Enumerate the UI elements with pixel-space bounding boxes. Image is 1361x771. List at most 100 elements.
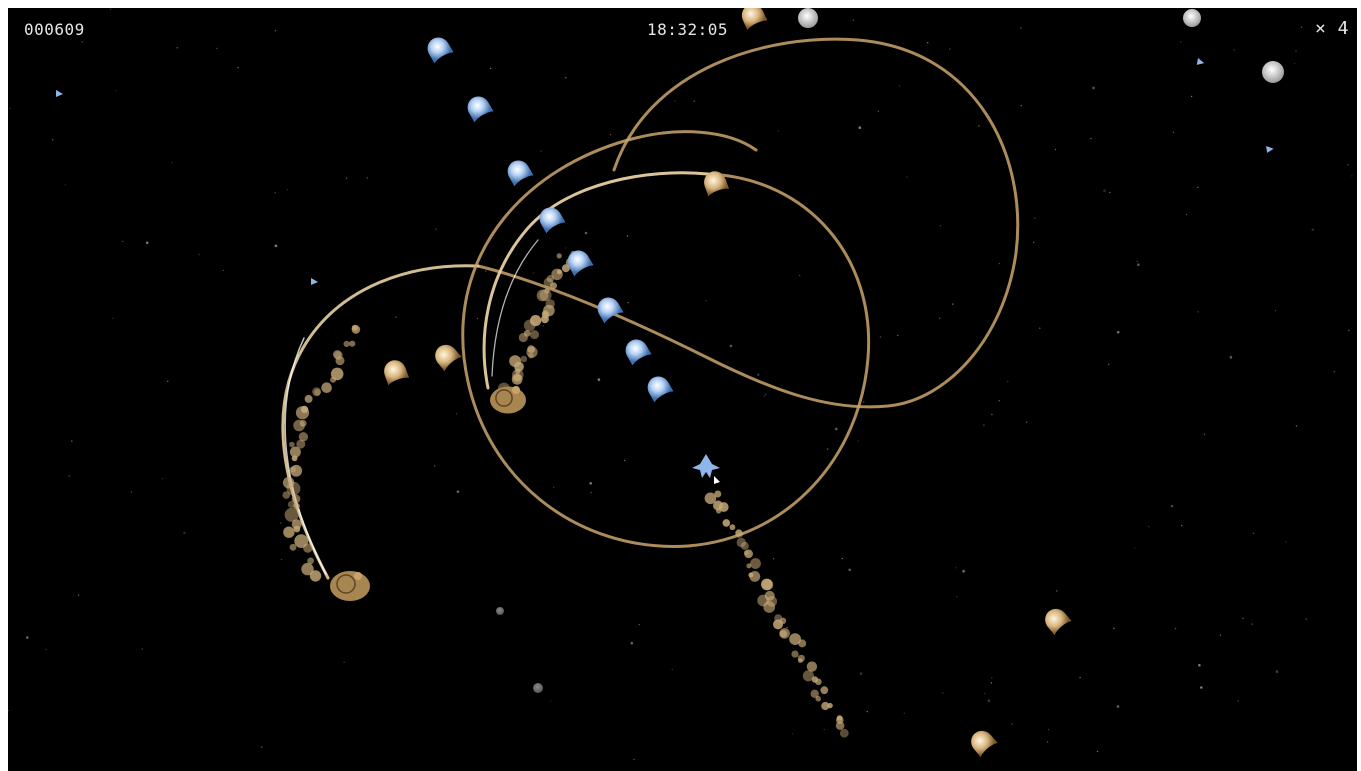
star — [630, 641, 634, 645]
star — [626, 235, 629, 237]
star — [827, 448, 829, 450]
star — [756, 373, 760, 377]
star — [81, 41, 83, 43]
star — [1198, 663, 1201, 667]
star — [674, 100, 676, 102]
particle — [810, 689, 819, 698]
star — [45, 648, 47, 651]
star — [1200, 686, 1203, 689]
star — [261, 746, 263, 748]
particle — [523, 319, 536, 332]
star — [343, 661, 345, 663]
star — [286, 189, 288, 191]
particle — [282, 491, 291, 499]
particle — [806, 661, 818, 672]
star — [130, 491, 132, 493]
particle — [335, 356, 345, 366]
star — [777, 130, 780, 132]
particle — [540, 315, 549, 324]
star — [1092, 86, 1095, 90]
star — [852, 19, 854, 21]
star — [990, 682, 993, 684]
star — [161, 477, 164, 480]
particle — [282, 477, 295, 489]
star — [64, 184, 67, 186]
star — [791, 733, 794, 735]
orbit-paths — [281, 37, 1020, 580]
particle — [301, 562, 314, 576]
particle — [779, 628, 790, 639]
particle — [735, 529, 744, 538]
star — [237, 66, 239, 69]
star — [198, 253, 200, 256]
star — [395, 316, 397, 318]
star — [26, 636, 29, 639]
star — [859, 672, 863, 675]
particle — [749, 571, 761, 582]
particle — [286, 481, 301, 496]
star — [274, 192, 276, 194]
star — [1197, 311, 1199, 313]
star — [942, 692, 944, 694]
star — [1007, 380, 1009, 383]
star — [955, 567, 957, 569]
star — [1275, 670, 1279, 673]
star — [1242, 617, 1244, 620]
star — [68, 475, 70, 477]
star — [1034, 217, 1036, 219]
star — [729, 344, 733, 348]
star — [623, 459, 626, 462]
game-viewport[interactable]: 000609 18:32:05 × 4 — [8, 8, 1357, 771]
star — [1046, 741, 1049, 743]
grey-orb-icon — [1262, 61, 1284, 83]
star — [679, 32, 681, 34]
star — [1300, 26, 1303, 28]
star — [1020, 27, 1022, 29]
star — [9, 107, 11, 110]
star — [167, 380, 169, 382]
star — [897, 334, 899, 337]
star — [565, 247, 567, 249]
star — [1185, 213, 1188, 216]
star — [858, 126, 862, 129]
particle — [715, 508, 722, 514]
star — [1219, 634, 1222, 636]
playfield-canvas[interactable] — [8, 8, 1357, 771]
particle — [714, 490, 722, 498]
star — [956, 596, 958, 598]
star — [589, 482, 592, 485]
star — [693, 100, 695, 102]
particle — [729, 524, 736, 531]
star — [1181, 524, 1183, 527]
particle — [704, 492, 717, 505]
star — [77, 594, 80, 596]
star — [866, 710, 868, 713]
orbit-path — [491, 239, 539, 377]
mini-ship-icon — [1196, 58, 1205, 65]
particle — [290, 464, 303, 477]
star — [109, 8, 112, 10]
particle — [349, 340, 356, 347]
particle — [289, 441, 295, 448]
particle — [546, 275, 555, 283]
particle — [835, 721, 845, 730]
particle — [284, 507, 299, 522]
particle — [304, 394, 313, 403]
blue-pod-enemy-icon — [427, 37, 454, 64]
particle — [351, 325, 361, 334]
particle — [556, 253, 562, 259]
star — [998, 262, 1001, 265]
blue-pod-enemy-icon — [647, 376, 674, 403]
star — [280, 558, 283, 561]
particle — [294, 534, 309, 548]
blue-pod-enemy-icon — [507, 160, 534, 187]
star — [983, 424, 985, 426]
star — [1348, 329, 1350, 332]
particle — [307, 557, 314, 565]
particle — [291, 455, 298, 462]
star — [183, 531, 186, 535]
particle — [820, 686, 829, 695]
particle — [343, 340, 350, 347]
particle — [561, 264, 570, 273]
particle — [314, 389, 321, 396]
